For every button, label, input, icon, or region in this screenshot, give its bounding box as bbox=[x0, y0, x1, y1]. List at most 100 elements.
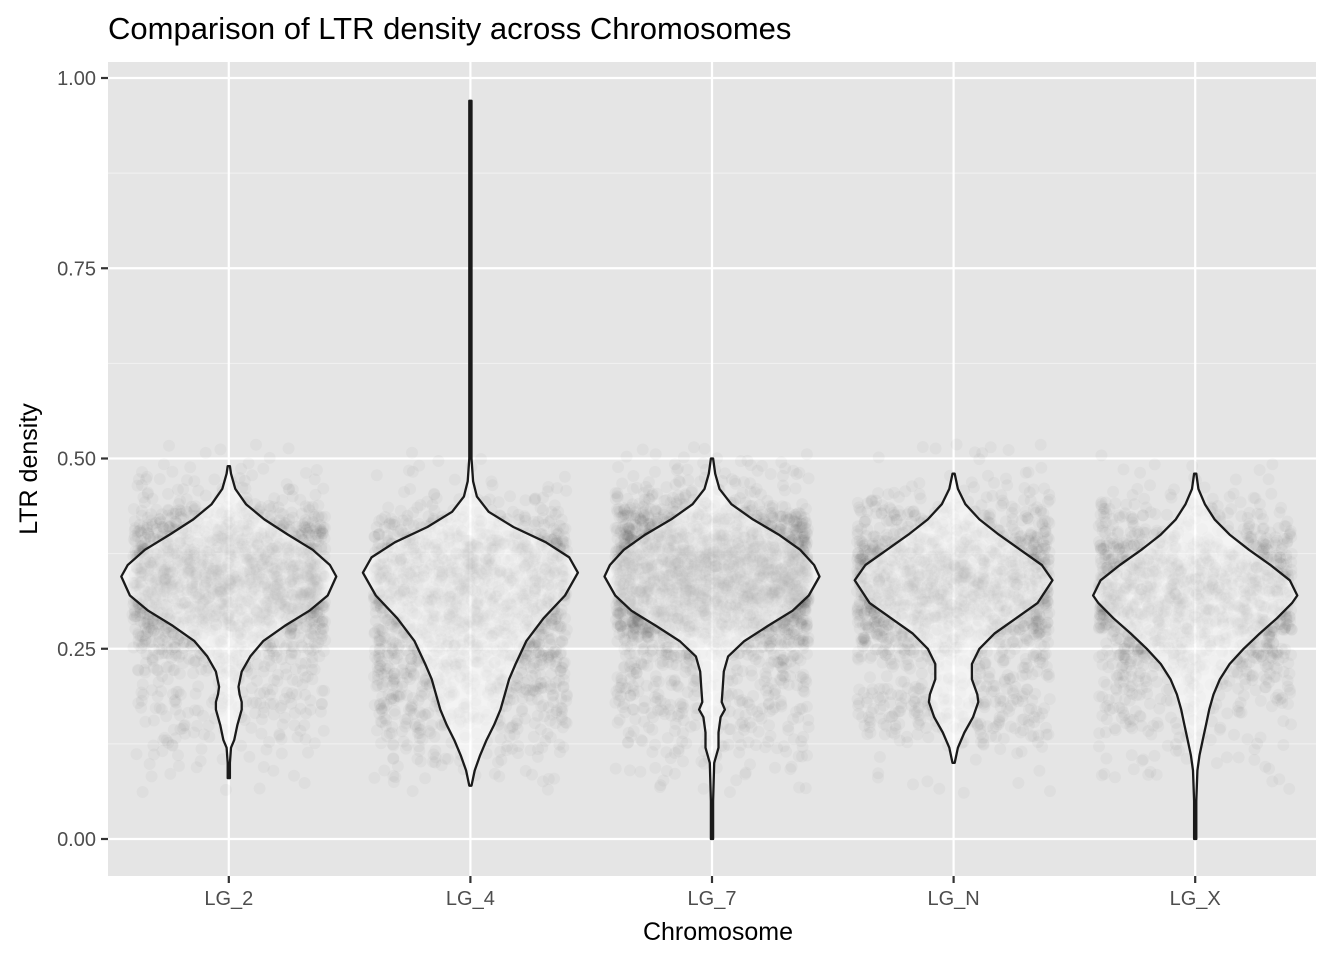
jitter-point bbox=[174, 668, 186, 680]
jitter-point bbox=[429, 757, 441, 769]
jitter-point bbox=[319, 533, 331, 545]
jitter-point bbox=[387, 679, 399, 691]
jitter-point bbox=[309, 664, 321, 676]
jitter-point bbox=[485, 475, 497, 487]
jitter-point bbox=[261, 744, 273, 756]
jitter-point bbox=[649, 466, 661, 478]
jitter-point bbox=[556, 706, 568, 718]
jitter-point bbox=[374, 643, 386, 655]
jitter-point bbox=[188, 654, 200, 666]
jitter-point bbox=[624, 764, 636, 776]
jitter-point bbox=[688, 441, 700, 453]
jitter-point bbox=[316, 698, 328, 710]
jitter-point bbox=[388, 668, 400, 680]
jitter-point bbox=[407, 466, 419, 478]
jitter-point bbox=[389, 708, 401, 720]
jitter-point bbox=[550, 656, 562, 668]
jitter-point bbox=[375, 716, 387, 728]
jitter-point bbox=[190, 688, 202, 700]
jitter-point bbox=[543, 773, 555, 785]
jitter-point bbox=[184, 461, 196, 473]
jitter-point bbox=[276, 733, 288, 745]
jitter-point bbox=[285, 698, 297, 710]
jitter-point bbox=[306, 651, 318, 663]
jitter-point bbox=[246, 682, 258, 694]
jitter-point bbox=[520, 494, 532, 506]
jitter-point bbox=[140, 634, 152, 646]
jitter-point bbox=[387, 753, 399, 765]
jitter-point bbox=[150, 504, 162, 516]
jitter-point bbox=[371, 469, 383, 481]
jitter-point bbox=[561, 689, 573, 701]
jitter-point bbox=[297, 664, 309, 676]
jitter-point bbox=[400, 743, 412, 755]
jitter-point bbox=[137, 689, 149, 701]
jitter-point bbox=[299, 777, 311, 789]
jitter-point bbox=[432, 455, 444, 467]
jitter-point bbox=[376, 624, 388, 636]
jitter-point bbox=[380, 699, 392, 711]
jitter-point bbox=[312, 500, 324, 512]
jitter-point bbox=[378, 765, 390, 777]
jitter-point bbox=[523, 690, 535, 702]
jitter-point bbox=[554, 520, 566, 532]
jitter-point bbox=[407, 692, 419, 704]
jitter-point bbox=[142, 488, 154, 500]
jitter-point bbox=[132, 664, 144, 676]
jitter-point bbox=[264, 689, 276, 701]
jitter-point bbox=[408, 668, 420, 680]
jitter-point bbox=[188, 475, 200, 487]
jitter-point bbox=[162, 737, 174, 749]
jitter-point bbox=[316, 511, 328, 523]
jitter-point bbox=[257, 463, 269, 475]
jitter-point bbox=[519, 512, 531, 524]
jitter-point bbox=[419, 772, 431, 784]
jitter-point bbox=[137, 678, 149, 690]
jitter-point bbox=[152, 620, 164, 632]
jitter-point bbox=[169, 694, 181, 706]
jitter-point bbox=[195, 755, 207, 767]
jitter-point bbox=[250, 439, 262, 451]
jitter-point bbox=[146, 770, 158, 782]
jitter-point bbox=[429, 731, 441, 743]
jitter-point bbox=[243, 751, 255, 763]
jitter-point bbox=[554, 746, 566, 758]
jitter-point bbox=[283, 442, 295, 454]
jitter-point bbox=[179, 728, 191, 740]
jitter-point bbox=[412, 722, 424, 734]
jitter-point bbox=[137, 786, 149, 798]
jitter-point bbox=[429, 745, 441, 757]
jitter-point bbox=[637, 444, 649, 456]
jitter-point bbox=[152, 690, 164, 702]
jitter-point bbox=[415, 756, 427, 768]
jitter-point bbox=[208, 473, 220, 485]
jitter-point bbox=[489, 768, 501, 780]
jitter-point bbox=[264, 452, 276, 464]
jitter-point bbox=[280, 517, 292, 529]
jitter-point bbox=[135, 615, 147, 627]
jitter-point bbox=[559, 471, 571, 483]
jitter-point bbox=[372, 529, 384, 541]
jitter-point bbox=[300, 707, 312, 719]
jitter-point bbox=[316, 685, 328, 697]
chart-title: Comparison of LTR density across Chromos… bbox=[108, 11, 791, 46]
jitter-point bbox=[475, 453, 487, 465]
jitter-point bbox=[131, 748, 143, 760]
jitter-point bbox=[397, 677, 409, 689]
jitter-point bbox=[289, 719, 301, 731]
jitter-point bbox=[143, 530, 155, 542]
jitter-point bbox=[547, 696, 559, 708]
jitter-point bbox=[300, 467, 312, 479]
jitter-point bbox=[272, 669, 284, 681]
jitter-point bbox=[157, 521, 169, 533]
jitter-point bbox=[426, 499, 438, 511]
jitter-point bbox=[428, 488, 440, 500]
jitter-point bbox=[255, 728, 267, 740]
jitter-point bbox=[512, 714, 524, 726]
jitter-point bbox=[235, 463, 247, 475]
jitter-point bbox=[135, 702, 147, 714]
jitter-point bbox=[254, 697, 266, 709]
jitter-point bbox=[542, 784, 554, 796]
jitter-point bbox=[296, 508, 308, 520]
